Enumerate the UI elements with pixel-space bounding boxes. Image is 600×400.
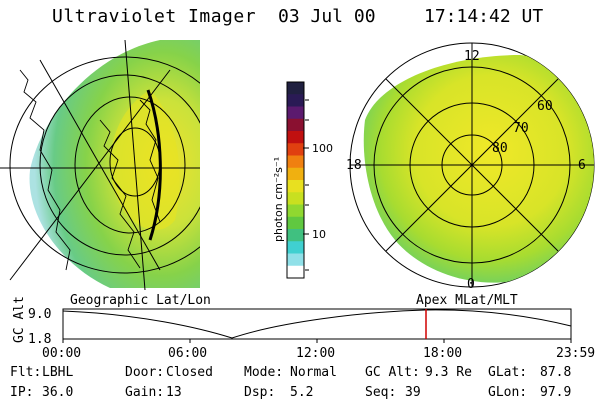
timeline-ytick-top: 9.0	[28, 307, 51, 322]
gc-alt-label: GC Alt:	[365, 365, 420, 380]
colorbar-segment	[287, 265, 304, 279]
colorbar-segment	[287, 167, 304, 181]
colorbar-tick-10: 10	[312, 228, 326, 241]
colorbar-ticks	[303, 99, 309, 271]
colorbar-unit-label: photon cm⁻²s⁻¹	[272, 157, 285, 242]
seq-value: 39	[405, 385, 421, 400]
seq-label: Seq:	[365, 385, 396, 400]
dsp-value: 5.2	[290, 385, 313, 400]
polar-image	[349, 42, 595, 288]
colorbar-segment	[287, 192, 304, 206]
colorbar-segment	[287, 131, 304, 144]
timeline-xtick-4: 23:59	[556, 346, 595, 361]
colorbar-segment	[287, 180, 304, 193]
gc-alt-value: 9.3 Re	[425, 365, 472, 380]
ip-label: IP:	[10, 385, 33, 400]
colorbar-segment	[287, 229, 304, 242]
door-value: Closed	[166, 365, 213, 380]
footer-status: Flt: LBHL Door: Closed Mode: Normal GC A…	[10, 365, 571, 400]
altitude-curve	[62, 309, 572, 339]
timeline-right-label: Apex MLat/MLT	[416, 293, 518, 308]
mlt-label-0: 0	[467, 277, 475, 292]
glat-label: GLat:	[488, 365, 527, 380]
time-readout: 17:14:42 UT	[424, 6, 544, 27]
lat-label-70: 70	[513, 121, 529, 136]
mlt-label-6: 6	[578, 158, 586, 173]
flt-value: LBHL	[42, 365, 73, 380]
lat-label-60: 60	[537, 99, 553, 114]
timeline-frame	[62, 308, 572, 340]
timeline-xtick-1: 06:00	[168, 346, 207, 361]
mode-label: Mode:	[244, 365, 283, 380]
dsp-label: Dsp:	[244, 385, 275, 400]
glon-label: GLon:	[488, 385, 527, 400]
gain-value: 13	[166, 385, 182, 400]
timeline-xtick-3: 18:00	[423, 346, 462, 361]
colorbar-segment	[287, 204, 304, 218]
lat-label-80: 80	[492, 141, 508, 156]
colorbar-segment	[287, 94, 304, 108]
timeline-xticks	[62, 339, 572, 343]
colorbar-segment	[287, 82, 304, 95]
door-label: Door:	[125, 365, 164, 380]
timeline-left-label: Geographic Lat/Lon	[70, 293, 211, 308]
mode-value: Normal	[290, 365, 337, 380]
mlt-label-18: 18	[346, 158, 362, 173]
colorbar-segment	[287, 143, 304, 157]
ip-value: 36.0	[42, 385, 73, 400]
timeline-ytick-bottom: 1.8	[28, 332, 51, 347]
date-readout: 03 Jul 00	[278, 6, 376, 27]
colorbar-segment	[287, 118, 304, 132]
flt-label: Flt:	[10, 365, 41, 380]
colorbar-segment	[287, 155, 304, 169]
glat-value: 87.8	[540, 365, 571, 380]
timeline-xtick-2: 12:00	[296, 346, 335, 361]
gain-label: Gain:	[125, 385, 164, 400]
app-title: Ultraviolet Imager	[52, 6, 257, 27]
mlt-label-12: 12	[464, 49, 480, 64]
colorbar-segment	[287, 253, 304, 267]
colorbar-segment	[287, 216, 304, 230]
colorbar-frame	[286, 81, 305, 279]
colorbar	[286, 81, 305, 279]
timeline-xtick-0: 00:00	[42, 346, 81, 361]
colorbar-tick-100: 100	[312, 142, 333, 155]
colorbar-segment	[287, 241, 304, 255]
glon-value: 97.9	[540, 385, 571, 400]
geographic-image	[0, 40, 200, 290]
colorbar-segment	[287, 106, 304, 120]
timeline-ylabel: GC Alt	[12, 296, 27, 343]
